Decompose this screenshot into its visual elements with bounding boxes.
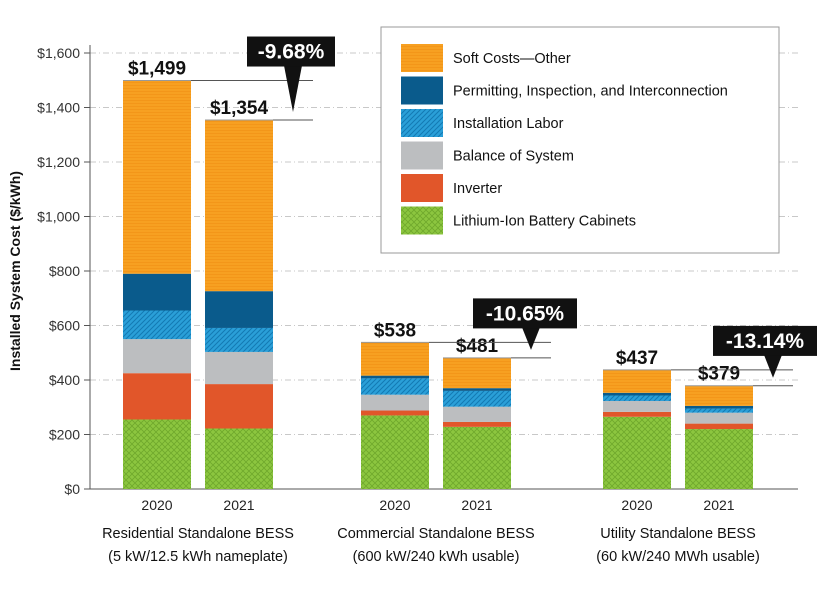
bar-segment-6 <box>443 357 511 389</box>
bar-labels: $1,499 2020 $1,354 2021 $538 2020 $481 2021 $437… <box>102 59 760 565</box>
bar-segment-4 <box>205 327 273 352</box>
legend-swatch <box>401 141 443 170</box>
y-tick-label: $800 <box>49 263 80 279</box>
bar-segment-5 <box>603 392 671 396</box>
legend-label: Inverter <box>453 181 502 197</box>
x-year-label: 2020 <box>621 497 652 513</box>
y-tick-label: $400 <box>49 372 80 388</box>
bar-segment-4 <box>685 408 753 413</box>
bar-segment-1 <box>603 416 671 489</box>
y-tick-label: $1,000 <box>37 209 80 225</box>
group-sublabel: (60 kW/240 MWh usable) <box>596 549 760 565</box>
y-tick-label: $1,600 <box>37 45 80 61</box>
legend-swatch <box>401 109 443 137</box>
bar-segment-3 <box>205 351 273 385</box>
bar-segment-5 <box>123 273 191 311</box>
callout-box <box>713 325 817 356</box>
bar-segment-5 <box>205 291 273 328</box>
x-year-label: 2020 <box>379 497 410 513</box>
bar-total-label: $1,499 <box>128 59 186 80</box>
bar-segment-2 <box>603 411 671 417</box>
legend-swatch <box>401 206 443 235</box>
bar-segment-3 <box>123 339 191 374</box>
bar-total-label: $1,354 <box>210 98 269 119</box>
x-year-label: 2021 <box>703 497 734 513</box>
x-year-label: 2021 <box>223 497 254 513</box>
bar-total-label: $481 <box>456 336 499 357</box>
bar-segment-3 <box>685 412 753 424</box>
y-tick-label: $600 <box>49 318 80 334</box>
group-label: Commercial Standalone BESS <box>337 526 534 542</box>
callout-box <box>473 298 577 329</box>
bar-segment-1 <box>443 426 511 489</box>
y-tick-label: $0 <box>64 481 80 497</box>
bar-segment-2 <box>361 410 429 416</box>
legend: Soft Costs—Other Permitting, Inspection, … <box>380 26 780 254</box>
bar-segment-4 <box>603 395 671 401</box>
bars <box>123 80 753 489</box>
legend-swatch <box>401 76 443 105</box>
legend-swatch <box>401 44 443 72</box>
bar-segment-1 <box>123 419 191 489</box>
bar-segment-2 <box>205 384 273 429</box>
y-tick-label: $1,400 <box>37 100 80 116</box>
y-axis-title: Installed System Cost ($/kWh) <box>7 171 23 371</box>
group-sublabel: (600 kW/240 kWh usable) <box>353 549 520 565</box>
legend-label: Lithium-Ion Battery Cabinets <box>453 214 636 230</box>
bar-segment-2 <box>443 421 511 427</box>
bar-segment-6 <box>361 342 429 376</box>
bar-segment-5 <box>361 375 429 379</box>
callout-change-label: -10.65% <box>486 302 565 325</box>
y-tick-label: $1,200 <box>37 154 80 170</box>
legend-label: Installation Labor <box>453 116 564 132</box>
group-label: Residential Standalone BESS <box>102 526 294 542</box>
bar-segment-6 <box>603 369 671 393</box>
group-sublabel: (5 kW/12.5 kWh nameplate) <box>108 549 288 565</box>
bar-segment-6 <box>685 385 753 406</box>
bar-segment-1 <box>205 428 273 489</box>
legend-label: Permitting, Inspection, and Interconnect… <box>453 84 728 100</box>
bar-segment-1 <box>685 429 753 489</box>
callout-pointer <box>284 65 302 113</box>
legend-label: Soft Costs—Other <box>453 51 571 67</box>
bar-segment-6 <box>123 80 191 274</box>
bar-total-label: $379 <box>698 364 740 385</box>
x-year-label: 2020 <box>141 497 172 513</box>
y-tick-label: $200 <box>49 427 80 443</box>
callout-pointer <box>522 327 540 350</box>
bar-segment-3 <box>361 394 429 411</box>
bar-segment-6 <box>205 120 273 292</box>
bar-segment-4 <box>361 378 429 395</box>
bar-segment-5 <box>443 388 511 391</box>
legend-swatch <box>401 174 443 202</box>
legend-box <box>380 26 780 254</box>
group-label: Utility Standalone BESS <box>600 526 756 542</box>
bar-segment-1 <box>361 415 429 489</box>
callout-change-label: -9.68% <box>258 41 325 64</box>
bar-segment-4 <box>443 390 511 407</box>
x-year-label: 2021 <box>461 497 492 513</box>
callout-pointer <box>764 354 782 378</box>
callout-box <box>247 36 335 67</box>
callout-change-label: -13.14% <box>726 330 805 353</box>
bar-segment-2 <box>123 373 191 420</box>
bar-segment-2 <box>685 423 753 430</box>
bar-segment-4 <box>123 310 191 340</box>
change-callouts: -9.68% -10.65% -13.14% <box>191 36 817 387</box>
legend-label: Balance of System <box>453 149 574 165</box>
bar-total-label: $437 <box>616 348 658 369</box>
bar-segment-5 <box>685 405 753 409</box>
bar-total-label: $538 <box>374 320 416 341</box>
bar-segment-3 <box>443 406 511 422</box>
bar-segment-3 <box>603 400 671 412</box>
